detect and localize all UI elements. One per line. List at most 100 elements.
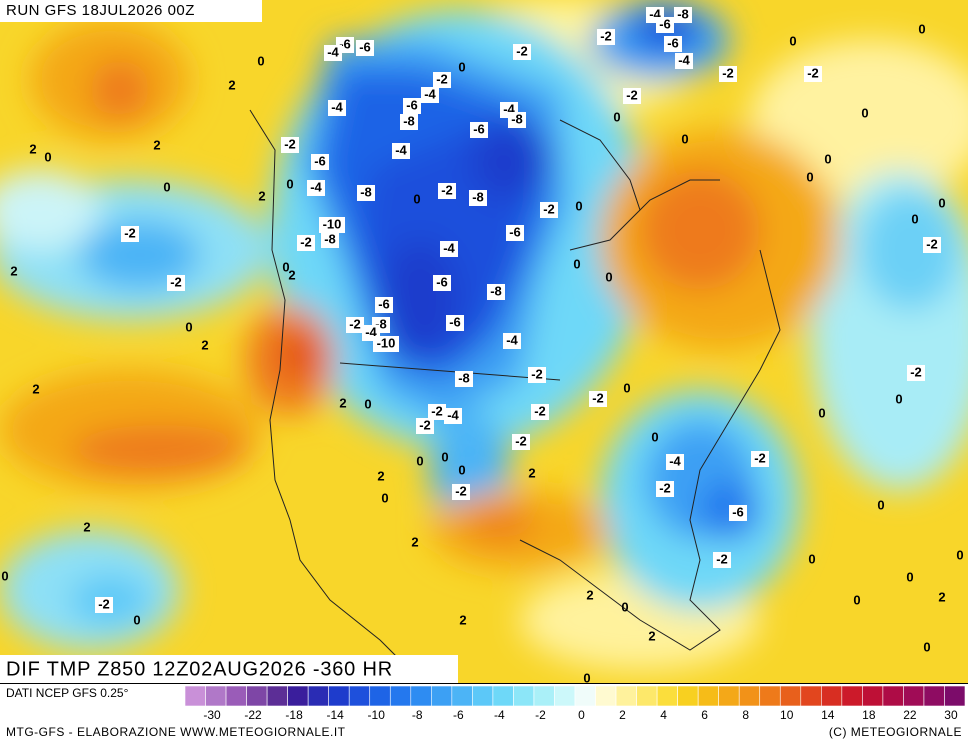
- contour-label: -6: [359, 39, 371, 54]
- label-box: [540, 202, 558, 218]
- label-box: [307, 180, 325, 196]
- contour-label: -6: [339, 36, 351, 51]
- contour-label: 0: [381, 490, 388, 505]
- contour-label: -2: [716, 551, 728, 566]
- contour-label: 0: [918, 21, 925, 36]
- label-box: [508, 112, 526, 128]
- contour-label: 2: [459, 612, 466, 627]
- contour-label: 2: [29, 141, 36, 156]
- colorbar: -30 -22 -18 -14 -10 -8 -6 -4 -2 0 2 4 6 8 10 14 18 22 30: [184, 685, 966, 722]
- contour-label: 0: [416, 453, 423, 468]
- label-box: [356, 40, 374, 56]
- contour-label: -8: [403, 113, 415, 128]
- label-box: [319, 217, 345, 233]
- map-title: DIF TMP Z850 12Z02AUG2026 -360 HR: [6, 658, 393, 680]
- contour-label: -8: [458, 370, 470, 385]
- label-box: [751, 451, 769, 467]
- colorbar-swatch: [554, 685, 576, 707]
- contour-label: -4: [395, 142, 407, 157]
- contour-label: -4: [678, 52, 690, 67]
- colorbar-swatch: [841, 685, 863, 707]
- contour-label: -2: [754, 450, 766, 465]
- contour-label: -4: [310, 179, 322, 194]
- contour-label: -8: [375, 316, 387, 331]
- colorbar-swatch: [697, 685, 719, 707]
- label-box: [503, 333, 521, 349]
- colorbar-swatch: [677, 685, 699, 707]
- contour-label: -8: [360, 184, 372, 199]
- label-box: [804, 66, 822, 82]
- contour-label: 2: [201, 337, 208, 352]
- contour-label: -6: [659, 16, 671, 31]
- label-box: [623, 88, 641, 104]
- colorbar-swatch: [184, 685, 206, 707]
- colorbar-label: 6: [701, 708, 708, 722]
- label-box: [433, 72, 451, 88]
- contour-label: 0: [575, 198, 582, 213]
- contour-label: 2: [586, 587, 593, 602]
- label-box: [923, 237, 941, 253]
- contour-label: -2: [455, 483, 467, 498]
- contour-label: 0: [911, 211, 918, 226]
- contour-label: -2: [543, 201, 555, 216]
- contour-label: 0: [621, 599, 628, 614]
- colorbar-swatch: [328, 685, 350, 707]
- colorbar-label: 2: [619, 708, 626, 722]
- contour-label: -2: [98, 596, 110, 611]
- label-box: [446, 315, 464, 331]
- label-box: [656, 17, 674, 33]
- label-box: [675, 53, 693, 69]
- label-box: [324, 45, 342, 61]
- contour-label: 2: [938, 589, 945, 604]
- contour-label: 2: [377, 468, 384, 483]
- label-box: [328, 100, 346, 116]
- colorbar-label: -8: [412, 708, 423, 722]
- colorbar-label: -4: [494, 708, 505, 722]
- contour-label: -2: [592, 390, 604, 405]
- title-box: [0, 655, 458, 683]
- contour-label: -2: [600, 28, 612, 43]
- colorbar-swatch: [472, 685, 494, 707]
- contour-label: 0: [938, 195, 945, 210]
- label-box: [297, 235, 315, 251]
- colorbar-swatch: [615, 685, 637, 707]
- label-box: [375, 297, 393, 313]
- contour-label: 2: [10, 263, 17, 278]
- contour-label: -6: [449, 314, 461, 329]
- contour-label: -2: [300, 234, 312, 249]
- contour-label: 2: [32, 381, 39, 396]
- footer-left: MTG-GFS - ELABORAZIONE WWW.METEOGIORNALE…: [6, 725, 346, 739]
- contour-label: -8: [324, 231, 336, 246]
- colorbar-swatch: [348, 685, 371, 707]
- label-box: [469, 190, 487, 206]
- contour-label: 0: [257, 53, 264, 68]
- contour-label: 0: [364, 396, 371, 411]
- label-box: [400, 114, 418, 130]
- contour-label: -2: [441, 182, 453, 197]
- contour-label: -2: [436, 71, 448, 86]
- contour-label: -6: [732, 504, 744, 519]
- contour-label: 2: [339, 395, 346, 410]
- contour-label: 0: [613, 109, 620, 124]
- coastlines: [249, 109, 781, 681]
- colorbar-swatch: [246, 685, 268, 707]
- colorbar-swatch: [431, 685, 453, 707]
- colorbar-label: 22: [903, 708, 917, 722]
- contour-label: 0: [286, 176, 293, 191]
- contour-label: -2: [659, 480, 671, 495]
- contour-label: -4: [365, 324, 377, 339]
- contour-label: -4: [327, 44, 339, 59]
- contour-label: -10: [377, 335, 396, 350]
- contour-label: 2: [83, 519, 90, 534]
- contour-label: -4: [443, 240, 455, 255]
- colorbar-label: 4: [660, 708, 667, 722]
- contour-label: -8: [677, 6, 689, 21]
- colorbar-swatch: [862, 685, 884, 707]
- colorbar-label: -14: [326, 708, 344, 722]
- colorbar-swatch: [944, 685, 966, 707]
- footer-right: (C) METEOGIORNALE: [829, 725, 962, 739]
- colorbar-swatch: [595, 685, 617, 707]
- contour-label: -6: [667, 35, 679, 50]
- contour-label: 0: [808, 551, 815, 566]
- contour-label: 0: [651, 429, 658, 444]
